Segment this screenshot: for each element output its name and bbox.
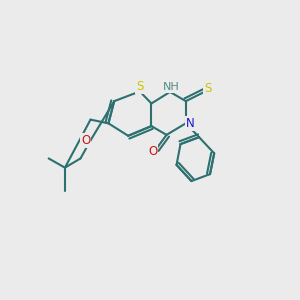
Text: S: S [136, 80, 143, 93]
Text: N: N [186, 117, 194, 130]
Text: S: S [204, 82, 211, 95]
Text: O: O [81, 134, 91, 147]
Text: O: O [148, 145, 157, 158]
Text: NH: NH [163, 82, 180, 92]
